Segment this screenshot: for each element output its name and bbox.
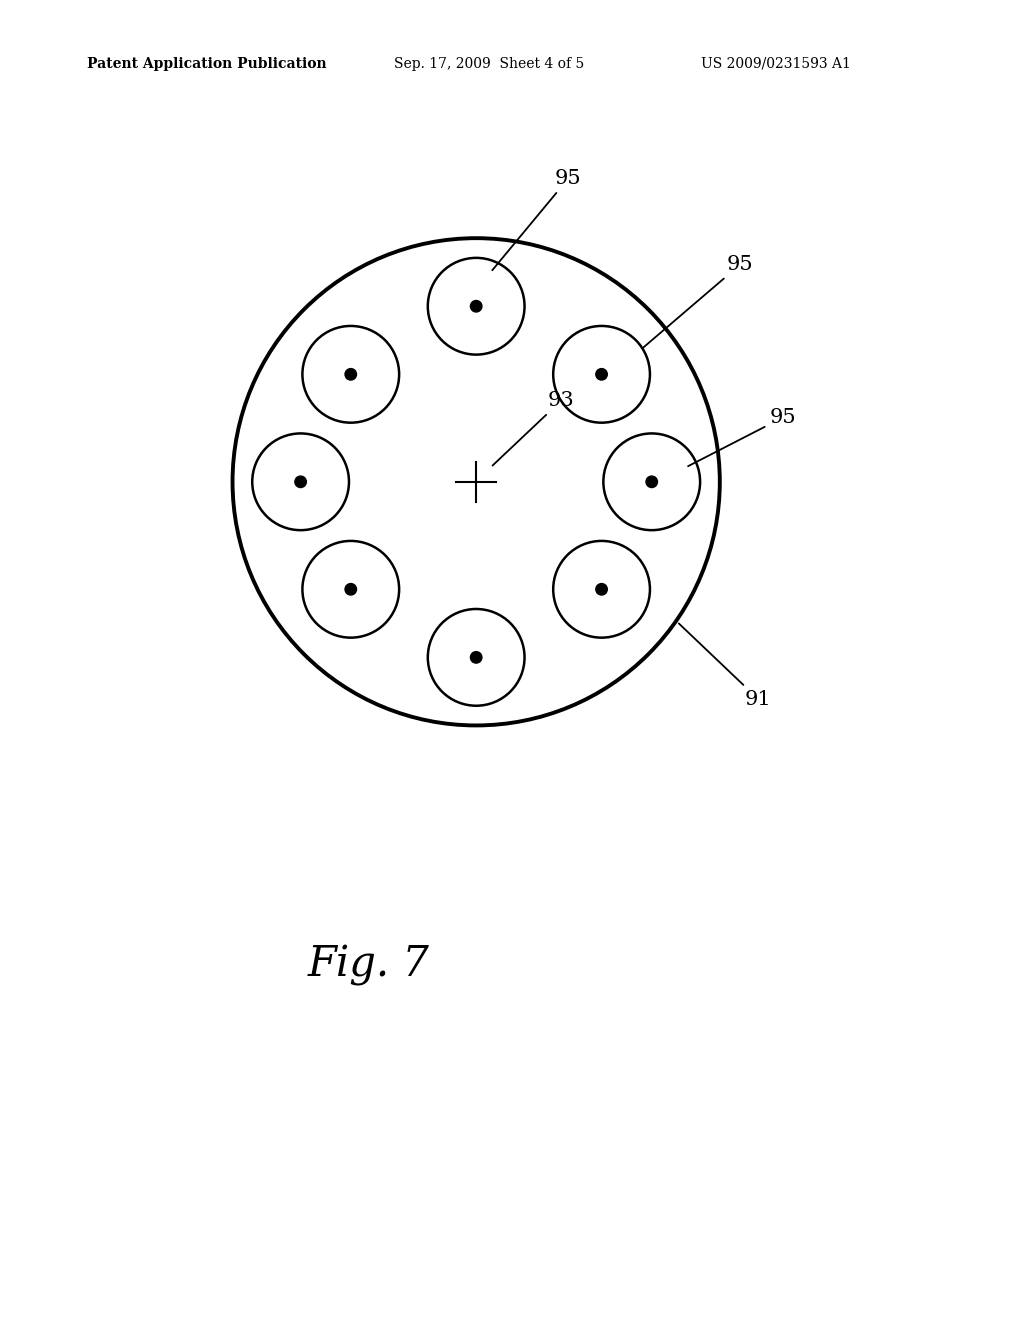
Text: 93: 93 [493,391,574,466]
Circle shape [596,368,607,380]
Text: 95: 95 [688,408,797,466]
Text: Sep. 17, 2009  Sheet 4 of 5: Sep. 17, 2009 Sheet 4 of 5 [394,57,585,71]
Text: Fig. 7: Fig. 7 [307,944,429,986]
Text: Patent Application Publication: Patent Application Publication [87,57,327,71]
Text: 95: 95 [493,169,582,271]
Circle shape [470,301,482,312]
Text: US 2009/0231593 A1: US 2009/0231593 A1 [701,57,851,71]
Circle shape [470,652,482,663]
Circle shape [295,477,306,487]
Circle shape [345,368,356,380]
Text: 91: 91 [679,623,772,709]
Text: 95: 95 [642,255,754,348]
Circle shape [646,477,657,487]
Circle shape [596,583,607,595]
Circle shape [345,583,356,595]
